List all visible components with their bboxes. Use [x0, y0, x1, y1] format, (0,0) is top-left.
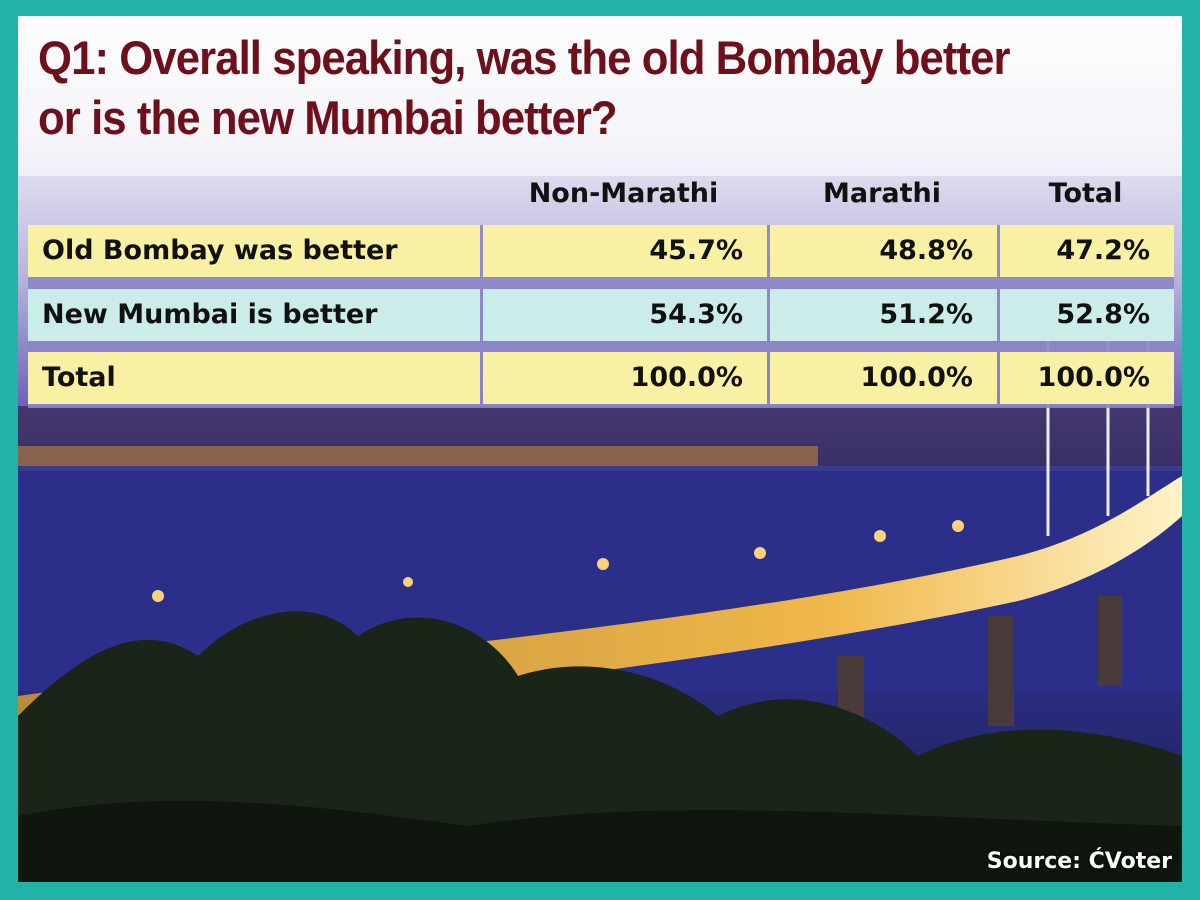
table-cell: 52.8%	[1000, 289, 1174, 341]
table-cell: 100.0%	[1000, 352, 1174, 404]
source: Source: ĆVoter	[986, 849, 1172, 874]
table-cell: 48.8%	[770, 225, 997, 277]
row-label: Old Bombay was better	[28, 225, 480, 277]
table-cell: 51.2%	[770, 289, 997, 341]
table-cell: 100.0%	[483, 352, 767, 404]
table-cell: 47.2%	[1000, 225, 1174, 277]
column-header: Non-Marathi	[528, 178, 719, 209]
column-header: Total	[1048, 178, 1123, 209]
table-cell: 54.3%	[483, 289, 767, 341]
row-label: Total	[28, 352, 480, 404]
background-photo	[18, 16, 1182, 882]
table-cell: 45.7%	[483, 225, 767, 277]
column-header: Marathi	[822, 178, 941, 209]
table-cell: 100.0%	[770, 352, 997, 404]
title-line: Q1: Overall speaking, was the old Bombay…	[38, 31, 1011, 84]
title-line: or is the new Mumbai better?	[38, 91, 618, 144]
row-label: New Mumbai is better	[28, 289, 480, 341]
infographic: Q1: Overall speaking, was the old Bombay…	[18, 16, 1182, 882]
